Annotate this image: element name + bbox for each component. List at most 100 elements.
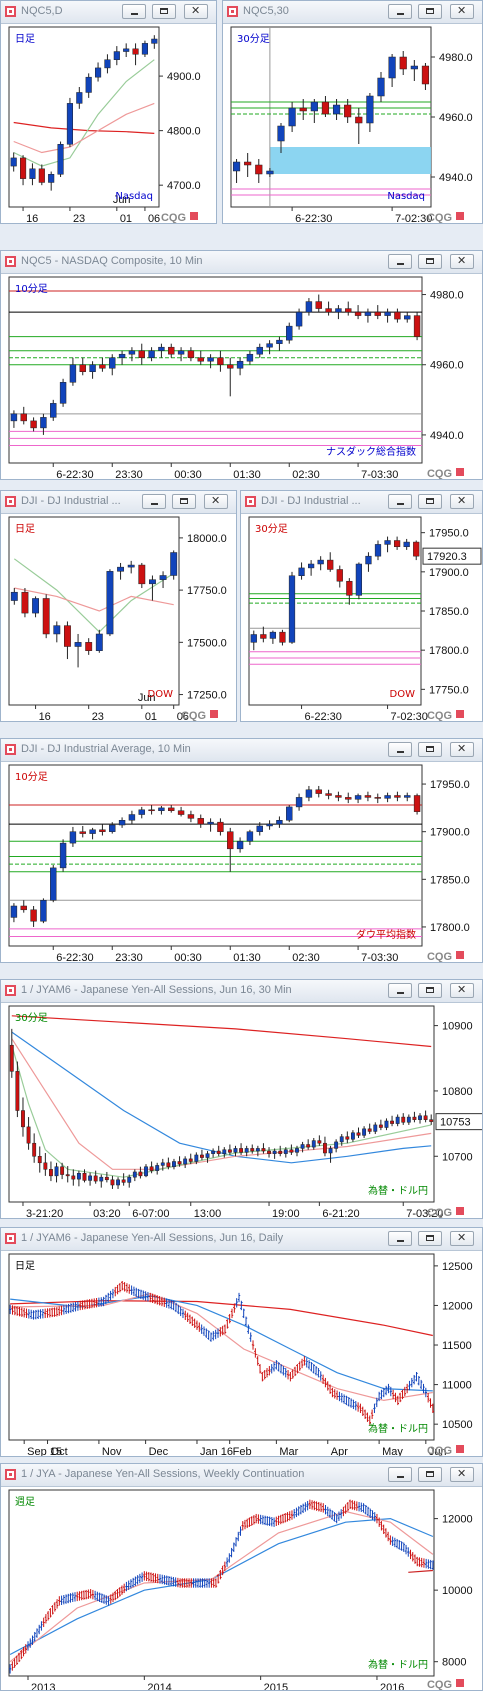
y-tick-label: 4800.0 <box>167 126 201 138</box>
maximize-button[interactable] <box>152 4 176 19</box>
chart-window-nq-daily[interactable]: NQC5,D ✕ 4700.0 4800.0 4900.0 16 23 01 06 Jun 日足… <box>0 0 217 224</box>
chart-window-dji-10min[interactable]: DJI - DJ Industrial Average, 10 Min ✕ 17… <box>0 738 483 963</box>
candle-body <box>59 842 67 869</box>
window-titlebar[interactable]: 1 / JYAM6 - Japanese Yen-All Sessions, J… <box>1 1228 482 1251</box>
candle-body <box>172 1161 176 1167</box>
chart-dji-10min[interactable]: 17800.0 17850.0 17900.0 17950.0 6-22:30 23:30… <box>1 761 482 962</box>
y-tick-label: 17750.0 <box>429 684 469 696</box>
candle-body <box>200 1154 204 1158</box>
x-tick-label: 7-03:30 <box>361 469 398 479</box>
close-button[interactable]: ✕ <box>450 983 474 998</box>
candle-body <box>276 339 283 344</box>
candle-body <box>138 1171 143 1177</box>
minimize-button[interactable] <box>122 4 146 19</box>
candle-body <box>74 642 82 647</box>
chart-window-nq-30min[interactable]: NQC5,30 ✕ 4940.0 4960.0 4980.0 6-22:30 7-02:… <box>222 0 483 224</box>
window-title: DJI - DJ Industrial ... <box>21 495 121 507</box>
minimize-button[interactable] <box>388 1231 412 1246</box>
close-button[interactable]: ✕ <box>204 494 228 509</box>
candle-body <box>30 420 37 429</box>
candle-body <box>207 357 214 362</box>
candle-body <box>10 157 17 167</box>
candle-body <box>54 1166 59 1177</box>
candle-body <box>317 1140 322 1144</box>
chart-window-jy-30min[interactable]: 1 / JYAM6 - Japanese Yen-All Sessions, J… <box>0 979 483 1219</box>
maximize-button[interactable] <box>418 742 442 757</box>
chart-window-nq-10min[interactable]: NQC5 - NASDAQ Composite, 10 Min ✕ 4940.0… <box>0 250 483 480</box>
candle-body <box>261 1148 266 1152</box>
chart-nq-10min[interactable]: 4940.0 4960.0 4980.0 6-22:30 23:30 00:30 01:30… <box>1 273 482 479</box>
close-button[interactable]: ✕ <box>450 494 474 509</box>
maximize-button[interactable] <box>418 1231 442 1246</box>
maximize-button[interactable] <box>418 4 442 19</box>
minimize-button[interactable] <box>388 1467 412 1482</box>
chart-window-dji-daily[interactable]: DJI - DJ Industrial ... ✕ 17250.0 17500.0… <box>0 490 237 722</box>
candle-body <box>350 1132 355 1140</box>
minimize-button[interactable] <box>388 254 412 269</box>
candle-body <box>65 1174 70 1177</box>
close-button[interactable]: ✕ <box>184 4 208 19</box>
maximize-button[interactable] <box>418 1467 442 1482</box>
maximize-button[interactable] <box>418 254 442 269</box>
close-button[interactable]: ✕ <box>450 1231 474 1246</box>
candle-body <box>278 1150 283 1154</box>
chart-nq-daily[interactable]: 4700.0 4800.0 4900.0 16 23 01 06 Jun 日足 Nasdaq CQG <box>1 23 216 223</box>
chart-nq-30min[interactable]: 4940.0 4960.0 4980.0 6-22:30 7-02:30 30分足 Nasd… <box>223 23 482 223</box>
candle-body <box>413 795 421 812</box>
chart-window-jy-daily[interactable]: 1 / JYAM6 - Japanese Yen-All Sessions, J… <box>0 1227 483 1457</box>
timeframe-label: 30分足 <box>15 1012 48 1024</box>
window-titlebar[interactable]: DJI - DJ Industrial ... ✕ <box>1 491 236 514</box>
chart-dji-30min[interactable]: 17750.0 17800.0 17850.0 17900.0 17950.0 6-22:… <box>241 513 482 721</box>
candle-body <box>232 161 241 172</box>
chart-window-dji-30min[interactable]: DJI - DJ Industrial ... ✕ 17750.0 17800.0… <box>240 490 483 722</box>
close-button[interactable]: ✕ <box>450 254 474 269</box>
candle-body <box>374 311 381 316</box>
window-titlebar[interactable]: 1 / JYA - Japanese Yen-All Sessions, Wee… <box>1 1464 482 1487</box>
window-titlebar[interactable]: NQC5,30 ✕ <box>223 1 482 24</box>
instrument-label: DOW <box>148 689 174 700</box>
maximize-icon <box>426 987 434 993</box>
window-titlebar[interactable]: DJI - DJ Industrial ... ✕ <box>241 491 482 514</box>
window-titlebar[interactable]: DJI - DJ Industrial Average, 10 Min ✕ <box>1 739 482 762</box>
candle-body <box>404 795 411 798</box>
maximize-button[interactable] <box>418 983 442 998</box>
minimize-button[interactable] <box>388 983 412 998</box>
close-button[interactable]: ✕ <box>450 1467 474 1482</box>
candle-body <box>217 357 224 365</box>
close-button[interactable]: ✕ <box>450 742 474 757</box>
instrument-label: 為替・ドル円 <box>368 1422 428 1435</box>
candle-body <box>406 1116 411 1123</box>
minimize-icon <box>397 503 404 505</box>
candle-body <box>158 807 165 811</box>
minimize-button[interactable] <box>388 494 412 509</box>
x-tick-label: 7-03:20 <box>406 1208 443 1218</box>
candle-body <box>421 65 430 85</box>
y-tick-label: 17950.0 <box>429 528 469 540</box>
maximize-button[interactable] <box>172 494 196 509</box>
candle-body <box>187 814 195 819</box>
chart-dji-daily[interactable]: 17250.0 17500.0 17750.0 18000.0 16 23 01 06 Jun 日… <box>1 513 236 721</box>
minimize-button[interactable] <box>142 494 166 509</box>
window-titlebar[interactable]: NQC5 - NASDAQ Composite, 10 Min ✕ <box>1 251 482 274</box>
timeframe-label: 10分足 <box>15 283 48 295</box>
cqg-window-icon <box>5 1469 16 1480</box>
moving-average-line <box>9 1517 434 1656</box>
minimize-button[interactable] <box>388 742 412 757</box>
close-button[interactable]: ✕ <box>450 4 474 19</box>
y-tick-label: 11000 <box>442 1380 472 1392</box>
candle-body <box>211 1150 216 1154</box>
candle-body <box>260 634 267 639</box>
y-tick-label: 4980.0 <box>439 52 473 64</box>
instrument-label: 為替・ドル円 <box>368 1658 428 1671</box>
maximize-button[interactable] <box>418 494 442 509</box>
window-titlebar[interactable]: NQC5,D ✕ <box>1 1 216 24</box>
candle-body <box>76 1173 81 1180</box>
minimize-button[interactable] <box>388 4 412 19</box>
y-tick-label: 18000.0 <box>187 533 227 545</box>
chart-window-jy-weekly[interactable]: 1 / JYA - Japanese Yen-All Sessions, Wee… <box>0 1463 483 1691</box>
window-titlebar[interactable]: 1 / JYAM6 - Japanese Yen-All Sessions, J… <box>1 980 482 1003</box>
chart-jy-30min[interactable]: 10700 10800 10900 3-21:20 03:20 6-07:00 13:00 1… <box>1 1002 482 1218</box>
y-tick-label: 17950.0 <box>430 779 470 791</box>
